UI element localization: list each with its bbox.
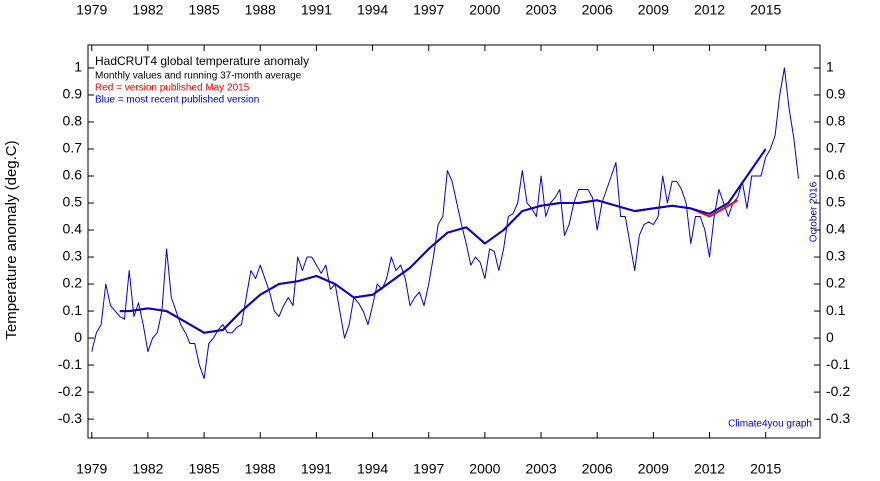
y-tick-label: -0.2 <box>58 383 82 399</box>
x-tick-label: 2015 <box>750 461 781 477</box>
x-tick-label: 2012 <box>694 2 725 18</box>
y-tick-label: -0.1 <box>58 356 82 372</box>
y-tick-label: 0.3 <box>826 248 846 264</box>
x-tick-label: 1985 <box>188 2 219 18</box>
x-tick-label: 2006 <box>582 461 613 477</box>
y-tick-label: 0.1 <box>826 302 846 318</box>
x-tick-label: 1988 <box>245 2 276 18</box>
x-tick-label: 2009 <box>638 2 669 18</box>
y-tick-label: -0.3 <box>58 410 82 426</box>
y-tick-label: -0.2 <box>826 383 850 399</box>
x-tick-label: 1991 <box>301 2 332 18</box>
y-tick-label: 0.6 <box>63 167 83 183</box>
x-tick-label: 2000 <box>469 461 500 477</box>
x-tick-label: 2012 <box>694 461 725 477</box>
y-tick-label: 1 <box>74 59 82 75</box>
x-tick-label: 2003 <box>525 461 556 477</box>
y-tick-label: 0.5 <box>63 194 83 210</box>
x-tick-label: 1991 <box>301 461 332 477</box>
plot-frame <box>87 44 821 439</box>
x-tick-label: 1997 <box>413 461 444 477</box>
data-line <box>119 148 767 334</box>
y-tick-label: 0.7 <box>63 140 83 156</box>
y-tick-label: 0.5 <box>826 194 846 210</box>
y-tick-label: 0.8 <box>826 113 846 129</box>
x-tick-label: 1979 <box>76 461 107 477</box>
y-tick-label: 0.8 <box>63 113 83 129</box>
y-tick-label: 0.9 <box>826 86 846 102</box>
x-tick-label: 1982 <box>132 461 163 477</box>
y-tick-label: 0.2 <box>63 275 83 291</box>
annotation: October 2016 <box>809 181 820 242</box>
y-tick-label: -0.3 <box>826 410 850 426</box>
data-line <box>119 199 739 334</box>
y-tick-label: 0 <box>74 329 82 345</box>
chart-title: HadCRUT4 global temperature anomaly <box>95 54 309 68</box>
annotation: Blue = most recent published version <box>95 95 259 106</box>
y-tick-label: 1 <box>826 59 834 75</box>
x-tick-label: 2003 <box>525 2 556 18</box>
x-tick-label: 1985 <box>188 461 219 477</box>
y-axis-label: Temperature anomaly (deg.C) <box>3 140 20 339</box>
x-tick-label: 1994 <box>357 2 388 18</box>
y-tick-label: -0.1 <box>826 356 850 372</box>
y-tick-label: 0.7 <box>826 140 846 156</box>
x-tick-label: 1988 <box>245 461 276 477</box>
chart-subtitle: Monthly values and running 37-month aver… <box>95 71 302 82</box>
x-tick-label: 1994 <box>357 461 388 477</box>
x-tick-label: 1997 <box>413 2 444 18</box>
annotation: Climate4you graph <box>728 419 812 430</box>
x-tick-label: 2009 <box>638 461 669 477</box>
data-line <box>91 67 799 380</box>
y-tick-label: 0.4 <box>826 221 846 237</box>
y-tick-label: 0.3 <box>63 248 83 264</box>
y-tick-label: 0.6 <box>826 167 846 183</box>
x-tick-label: 2006 <box>582 2 613 18</box>
y-tick-label: 0.4 <box>63 221 83 237</box>
x-tick-label: 1982 <box>132 2 163 18</box>
y-tick-label: 0.1 <box>63 302 83 318</box>
annotation: Red = version published May 2015 <box>95 83 250 94</box>
y-tick-label: 0 <box>826 329 834 345</box>
x-tick-label: 2015 <box>750 2 781 18</box>
y-tick-label: 0.2 <box>826 275 846 291</box>
x-tick-label: 2000 <box>469 2 500 18</box>
x-tick-label: 1979 <box>76 2 107 18</box>
y-tick-label: 0.9 <box>63 86 83 102</box>
